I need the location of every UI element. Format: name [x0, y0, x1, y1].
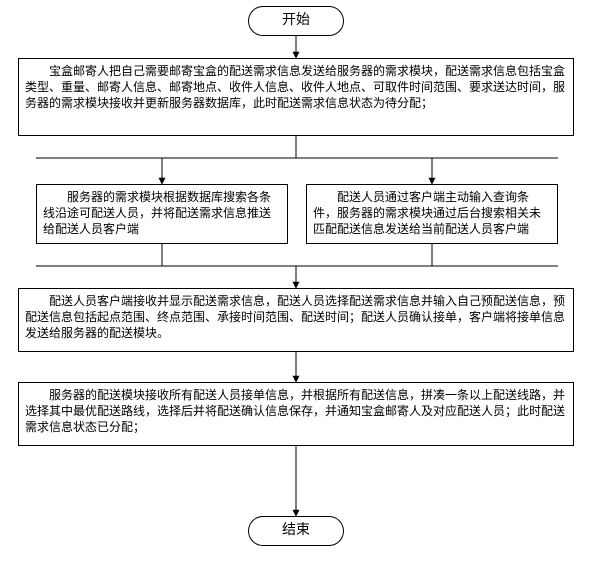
step2b-box: 配送人员通过客户端主动输入查询条件，服务器的需求模块通过后台搜索相关未匹配配送信…	[306, 184, 558, 244]
step2a-box: 服务器的需求模块根据数据库搜索各条线沿途可配送人员，并将配送需求信息推送给配送人…	[36, 184, 288, 244]
end-label: 结束	[282, 522, 310, 541]
step1-text: 宝盒邮寄人把自己需要邮寄宝盒的配送需求信息发送给服务器的需求模块，配送需求信息包…	[25, 64, 565, 110]
step4-box: 服务器的配送模块接收所有配送人员接单信息，并根据所有配送信息，拼凑一条以上配送线…	[18, 382, 574, 446]
step3-text: 配送人员客户端接收并显示配送需求信息，配送人员选择配送需求信息并输入自己预配送信…	[25, 294, 565, 340]
flowchart-canvas: 开始 宝盒邮寄人把自己需要邮寄宝盒的配送需求信息发送给服务器的需求模块，配送需求…	[0, 0, 592, 568]
step3-box: 配送人员客户端接收并显示配送需求信息，配送人员选择配送需求信息并输入自己预配送信…	[18, 288, 574, 352]
end-terminal: 结束	[248, 516, 344, 546]
step4-text: 服务器的配送模块接收所有配送人员接单信息，并根据所有配送信息，拼凑一条以上配送线…	[25, 388, 565, 434]
start-terminal: 开始	[248, 6, 344, 36]
step2b-text: 配送人员通过客户端主动输入查询条件，服务器的需求模块通过后台搜索相关未匹配配送信…	[313, 190, 541, 236]
start-label: 开始	[282, 12, 310, 31]
step2a-text: 服务器的需求模块根据数据库搜索各条线沿途可配送人员，并将配送需求信息推送给配送人…	[43, 190, 271, 236]
step1-box: 宝盒邮寄人把自己需要邮寄宝盒的配送需求信息发送给服务器的需求模块，配送需求信息包…	[18, 58, 574, 136]
